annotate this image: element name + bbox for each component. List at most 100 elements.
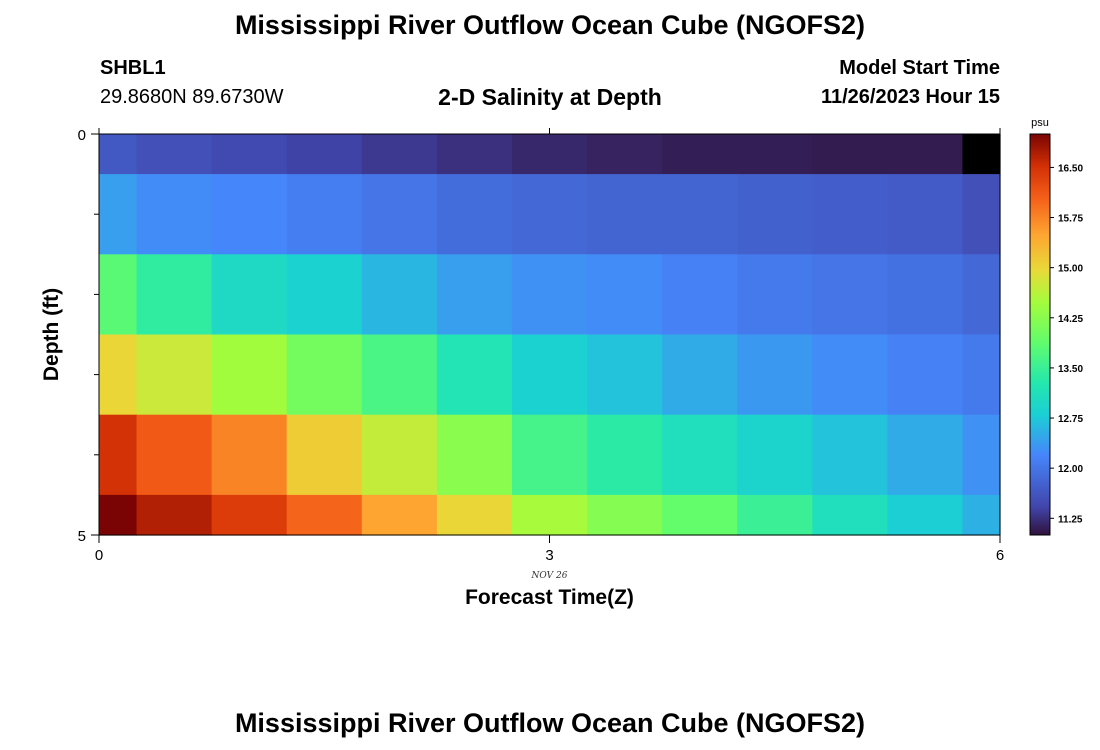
heatmap-cell: [286, 254, 363, 336]
heatmap-cell: [737, 134, 813, 175]
heatmap-cell: [962, 134, 1001, 175]
heatmap-cell: [436, 494, 513, 536]
heatmap-cell: [511, 174, 588, 255]
heatmap-cell: [136, 134, 213, 175]
heatmap-cell: [361, 174, 438, 255]
heatmap-cell: [662, 134, 738, 175]
heatmap-cell: [436, 334, 513, 416]
x-axis-label: Forecast Time(Z): [465, 586, 634, 609]
heatmap-cell: [962, 414, 1001, 496]
heatmap-cell: [962, 174, 1001, 255]
heatmap-cell: [737, 254, 813, 336]
colorbar-tick-label: 12.75: [1058, 414, 1083, 425]
colorbar-tick-label: 16.50: [1058, 163, 1083, 174]
heatmap-cell: [737, 494, 813, 536]
heatmap-cell: [962, 334, 1001, 416]
heatmap-cell: [812, 414, 888, 496]
heatmap-cell: [887, 134, 964, 175]
heatmap-cell: [662, 414, 738, 496]
date-label: NOV 26: [531, 571, 568, 581]
heatmap-cell: [286, 414, 363, 496]
y-tick-label: 5: [78, 528, 86, 545]
heatmap-cell: [662, 334, 738, 416]
heatmap-cell: [887, 494, 964, 536]
heatmap-cell: [99, 334, 138, 416]
heatmap-cell: [587, 134, 663, 175]
heatmap-cell: [136, 254, 213, 336]
heatmap-cell: [436, 174, 513, 255]
heatmap-cell: [887, 414, 964, 496]
heatmap-cell: [587, 254, 663, 336]
heatmap-cell: [361, 254, 438, 336]
model-start-value: 11/26/2023 Hour 15: [820, 86, 1000, 108]
heatmap-cell: [962, 254, 1001, 336]
heatmap-cell: [887, 334, 964, 416]
heatmap-cell: [436, 414, 513, 496]
heatmap-cell: [662, 174, 738, 255]
colorbar-tick-label: 15.75: [1058, 214, 1083, 225]
model-start-label: Model Start Time: [839, 57, 1000, 79]
y-axis-label: Depth (ft): [40, 288, 63, 381]
heatmap-cell: [99, 494, 138, 536]
heatmap-cell: [361, 134, 438, 175]
station-name: SHBL1: [100, 57, 166, 79]
heatmap-cell: [812, 254, 888, 336]
colorbar-tick-label: 11.25: [1058, 514, 1083, 525]
heatmap-cell: [286, 174, 363, 255]
heatmap-cell: [812, 334, 888, 416]
colorbar-unit-label: psu: [1031, 117, 1049, 129]
heatmap-cell: [361, 334, 438, 416]
heatmap-cell: [887, 254, 964, 336]
heatmap-cell: [511, 334, 588, 416]
heatmap-cell: [436, 134, 513, 175]
colorbar-tick-label: 12.00: [1058, 464, 1083, 475]
heatmap-cell: [436, 254, 513, 336]
x-tick-label: 6: [996, 547, 1004, 564]
heatmap-cell: [211, 414, 288, 496]
colorbar-scale: [1029, 133, 1051, 536]
heatmap-cell: [136, 334, 213, 416]
heatmap-cell: [99, 174, 138, 255]
heatmap-cell: [136, 414, 213, 496]
heatmap-cell: [812, 174, 888, 255]
heatmap-cell: [812, 134, 888, 175]
heatmap-cell: [962, 494, 1001, 536]
heatmap-cell: [812, 494, 888, 536]
colorbar-tick-label: 15.00: [1058, 264, 1083, 275]
heatmap-cell: [587, 414, 663, 496]
heatmap-cell: [211, 254, 288, 336]
heatmap-cell: [211, 494, 288, 536]
heatmap-cell: [286, 334, 363, 416]
heatmap-cell: [511, 414, 588, 496]
heatmap-cell: [211, 134, 288, 175]
heatmap-cell: [511, 254, 588, 336]
station-coordinates: 29.8680N 89.6730W: [100, 86, 284, 108]
heatmap-cells: [99, 134, 1001, 536]
heatmap-cell: [136, 174, 213, 255]
heatmap-cell: [511, 494, 588, 536]
heatmap-cell: [587, 494, 663, 536]
heatmap-cell: [99, 254, 138, 336]
heatmap-cell: [511, 134, 588, 175]
heatmap-cell: [211, 334, 288, 416]
heatmap-cell: [587, 334, 663, 416]
footer-title: Mississippi River Outflow Ocean Cube (NG…: [234, 708, 866, 738]
heatmap-cell: [737, 174, 813, 255]
heatmap-cell: [286, 134, 363, 175]
heatmap-cell: [286, 494, 363, 536]
colorbar-tick-label: 13.50: [1058, 364, 1083, 375]
heatmap-cell: [361, 414, 438, 496]
heatmap-cell: [211, 174, 288, 255]
heatmap-cell: [361, 494, 438, 536]
heatmap-cell: [887, 174, 964, 255]
chart-subtitle: 2-D Salinity at Depth: [438, 84, 662, 110]
heatmap-cell: [662, 254, 738, 336]
heatmap-cell: [99, 134, 138, 175]
colorbar: 16.50 15.75 15.00 14.25 13.50 12.75 12.00 11.25…: [1029, 117, 1083, 536]
heatmap-cell: [662, 494, 738, 536]
heatmap-cell: [737, 414, 813, 496]
heatmap-cell: [737, 334, 813, 416]
heatmap-cell: [136, 494, 213, 536]
